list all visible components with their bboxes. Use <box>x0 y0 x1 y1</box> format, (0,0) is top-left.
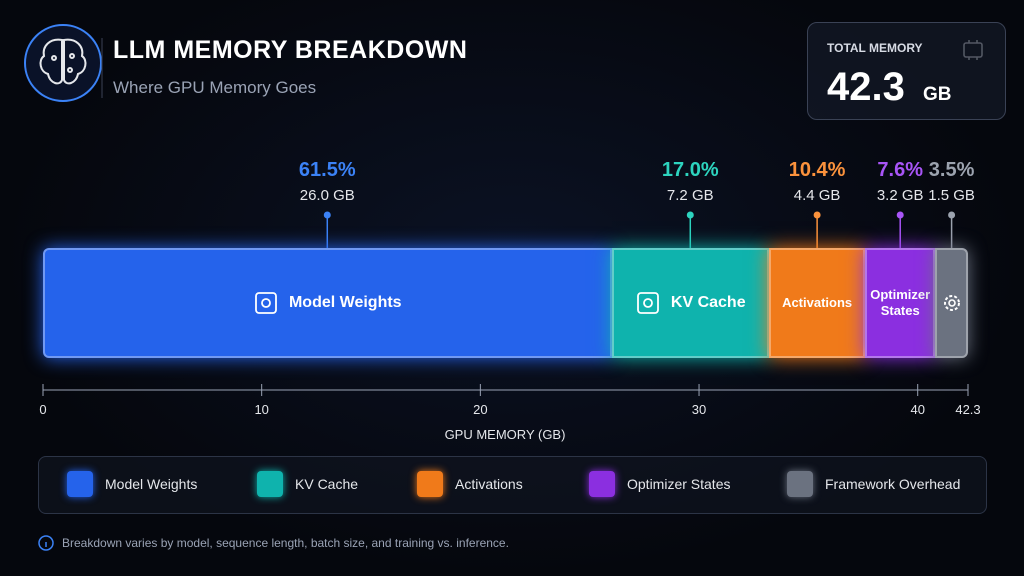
bar-segment: Optimizer States <box>865 248 936 358</box>
value-label: 1.5 GB <box>928 187 975 204</box>
legend-swatch <box>257 471 283 497</box>
segment-label: Model Weights <box>288 294 402 311</box>
brain-icon <box>39 38 87 85</box>
x-tick-label: 30 <box>691 402 707 417</box>
gear-icon <box>943 295 960 311</box>
legend-item: Activations <box>417 471 523 497</box>
callout-dot <box>323 211 331 219</box>
legend-swatch <box>589 471 615 497</box>
legend-label: KV Cache <box>295 476 359 492</box>
bar-segment: Activations <box>769 248 866 358</box>
total-unit: GB <box>923 84 952 105</box>
x-tick-label: 10 <box>254 402 269 417</box>
info-icon <box>38 535 54 551</box>
total-label: TOTAL MEMORY <box>827 41 923 55</box>
bar-segment: Model Weights <box>43 248 612 358</box>
footnote: Breakdown varies by model, sequence leng… <box>62 536 509 550</box>
legend-label: Activations <box>455 476 523 492</box>
legend-item: Model Weights <box>67 471 197 497</box>
callout-dot <box>896 211 904 219</box>
segment-label: Optimizer States <box>870 286 931 318</box>
subtitle: Where GPU Memory Goes <box>113 78 317 97</box>
share-label: 7.6% <box>877 159 923 181</box>
x-tick-label: 42.3 <box>955 402 981 417</box>
legend: Model Weights KV Cache Activations Optimize… <box>38 456 987 514</box>
x-tick-label: 40 <box>910 402 925 417</box>
segment-icon <box>255 292 277 314</box>
value-label: 26.0 GB <box>299 187 355 204</box>
callout-dot <box>686 211 694 219</box>
bar-segment: KV Cache <box>611 248 769 358</box>
legend-swatch <box>67 471 93 497</box>
share-label: 61.5% <box>298 159 356 181</box>
legend-item: Optimizer States <box>589 471 730 497</box>
value-label: 4.4 GB <box>793 187 841 204</box>
x-tick-label: 0 <box>39 402 47 417</box>
value-label: 7.2 GB <box>666 187 714 204</box>
legend-item: KV Cache <box>257 471 358 497</box>
legend-item: Framework Overhead <box>787 471 960 497</box>
segment-label-wrap: Activations <box>782 295 852 311</box>
legend-label: Model Weights <box>105 476 198 492</box>
value-label: 3.2 GB <box>876 187 924 204</box>
segment-label-wrap: Optimizer States <box>867 287 933 320</box>
legend-label: Framework Overhead <box>825 476 961 492</box>
segment-label-wrap: Model Weights <box>289 293 402 313</box>
legend-swatch <box>787 471 813 497</box>
segment-label-wrap: KV Cache <box>671 293 746 313</box>
callout-dot <box>813 211 821 219</box>
segment-label: KV Cache <box>670 294 746 311</box>
share-label: 3.5% <box>928 159 975 181</box>
x-axis-title: GPU MEMORY (GB) <box>444 427 566 442</box>
callout-dot <box>948 211 956 219</box>
legend-label: Optimizer States <box>627 476 731 492</box>
x-tick-label: 20 <box>473 402 488 417</box>
share-label: 17.0% <box>661 159 719 181</box>
share-label: 10.4% <box>788 159 846 181</box>
legend-swatch <box>417 471 443 497</box>
total-value: 42.3 <box>827 65 905 109</box>
segment-label: Activations <box>782 294 853 310</box>
total-card: TOTAL MEMORY 42.3 GB <box>807 22 1006 120</box>
title: LLM MEMORY BREAKDOWN <box>113 36 468 64</box>
bar-segment <box>935 248 968 358</box>
segment-icon <box>637 292 659 314</box>
